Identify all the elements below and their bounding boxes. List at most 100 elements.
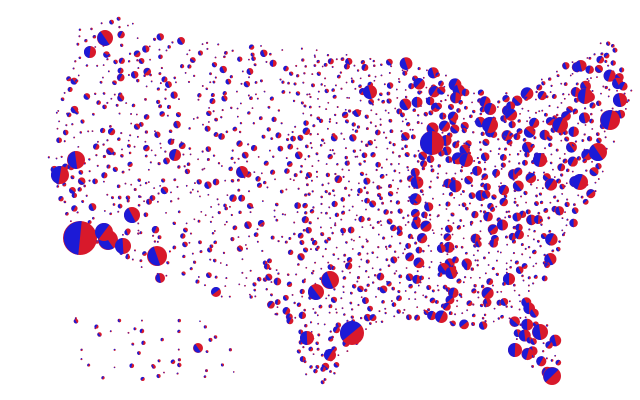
county-bubble-half	[136, 135, 139, 138]
county-bubble-half	[236, 107, 239, 110]
county-bubble-half	[396, 108, 400, 115]
county-bubble-half	[544, 138, 546, 141]
county-bubble-half	[269, 149, 270, 152]
county-bubble-half	[80, 119, 84, 124]
county-bubble-half	[447, 111, 456, 122]
county-bubble-half	[600, 109, 603, 112]
county-bubble-half	[189, 153, 191, 156]
county-bubble-half	[327, 127, 329, 130]
county-bubble-half	[177, 37, 184, 45]
county-bubble-half	[518, 162, 520, 165]
county-bubble-half	[581, 149, 591, 159]
county-bubble-half	[568, 93, 569, 96]
county-bubble-half	[600, 92, 602, 95]
county-bubble-half	[209, 98, 214, 104]
county-bubble-half	[239, 122, 242, 125]
county-bubble-half	[306, 93, 308, 96]
county-bubble-half	[127, 139, 130, 142]
county-bubble-half	[206, 47, 208, 50]
county-bubble-half	[165, 49, 167, 52]
county-bubble-half	[398, 78, 400, 80]
county-bubble-half	[66, 112, 70, 118]
county-bubble-half	[158, 48, 160, 51]
county-bubble-half	[164, 88, 167, 91]
county-bubble-half	[380, 167, 383, 169]
county-bubble-half	[205, 87, 208, 91]
county-bubble-half	[489, 150, 492, 153]
county-bubble-half	[344, 155, 347, 160]
county-bubble-half	[396, 97, 398, 99]
county-bubble-half	[458, 100, 463, 104]
county-bubble-half	[214, 76, 216, 79]
county-bubble-half	[464, 105, 467, 110]
county-bubble-half	[133, 50, 140, 56]
county-bubble-half	[309, 133, 312, 135]
county-bubble-half	[361, 60, 365, 64]
county-bubble-half	[254, 81, 257, 84]
county-bubble-half	[173, 121, 179, 129]
county-bubble-half	[472, 131, 474, 134]
county-bubble-half	[498, 147, 501, 150]
county-bubble-half	[372, 103, 374, 106]
county-bubble-half	[325, 163, 328, 165]
county-bubble-half	[107, 54, 111, 57]
county-bubble-half	[91, 130, 93, 132]
county-bubble-half	[500, 154, 505, 161]
county-bubble-half	[524, 96, 528, 101]
county-bubble-half	[222, 91, 226, 96]
county-bubble-half	[508, 169, 514, 180]
county-bubble-half	[158, 72, 162, 75]
county-bubble-half	[121, 148, 123, 151]
county-bubble-half	[214, 118, 218, 122]
county-bubble-half	[246, 68, 251, 75]
county-bubble-half	[343, 138, 345, 140]
county-bubble-half	[166, 115, 169, 117]
county-bubble-half	[156, 87, 160, 90]
county-bubble-half	[576, 156, 580, 161]
county-bubble-half	[463, 142, 465, 145]
county-bubble-half	[535, 98, 537, 101]
county-bubble-half	[360, 140, 362, 143]
county-bubble-half	[389, 129, 392, 134]
county-bubble-half	[198, 50, 202, 56]
county-bubble-half	[362, 297, 366, 305]
county-bubble-half	[295, 65, 297, 67]
county-bubble-half	[589, 118, 593, 124]
county-bubble-half	[450, 92, 456, 104]
county-bubble-half	[144, 98, 147, 101]
county-bubble-half	[573, 203, 575, 206]
county-bubble-half	[368, 99, 374, 105]
county-bubble-half	[167, 45, 170, 49]
county-bubble-half	[150, 80, 153, 83]
county-bubble-half	[563, 97, 566, 100]
county-bubble-half	[207, 158, 209, 161]
county-bubble-half	[505, 108, 516, 119]
county-bubble-half	[425, 97, 428, 100]
county-bubble-half	[233, 161, 236, 164]
county-bubble-half	[296, 148, 299, 150]
county-bubble-half	[136, 37, 138, 40]
county-bubble-half	[342, 111, 348, 117]
county-bubble-half	[630, 89, 632, 92]
county-bubble-half	[197, 93, 201, 98]
county-bubble-half	[221, 95, 226, 102]
county-bubble-half	[149, 59, 151, 61]
county-bubble-half	[510, 144, 512, 147]
county-bubble-half	[212, 154, 215, 157]
county-bubble-half	[503, 119, 506, 124]
county-bubble-half	[103, 155, 106, 158]
county-bubble-half	[154, 154, 157, 157]
county-bubble-half	[537, 91, 545, 100]
county-bubble-half	[435, 72, 440, 77]
county-bubble-half	[329, 118, 331, 120]
county-bubble-half	[564, 82, 567, 86]
county-bubble-half	[204, 284, 206, 287]
county-bubble-half	[345, 81, 347, 84]
county-bubble-half	[240, 82, 242, 85]
county-bubble-half	[409, 128, 411, 131]
county-bubble-half	[274, 120, 276, 122]
county-bubble-half	[366, 127, 368, 130]
county-bubble-half	[484, 102, 492, 115]
county-bubble-half	[225, 78, 230, 85]
county-bubble-half	[354, 155, 356, 158]
